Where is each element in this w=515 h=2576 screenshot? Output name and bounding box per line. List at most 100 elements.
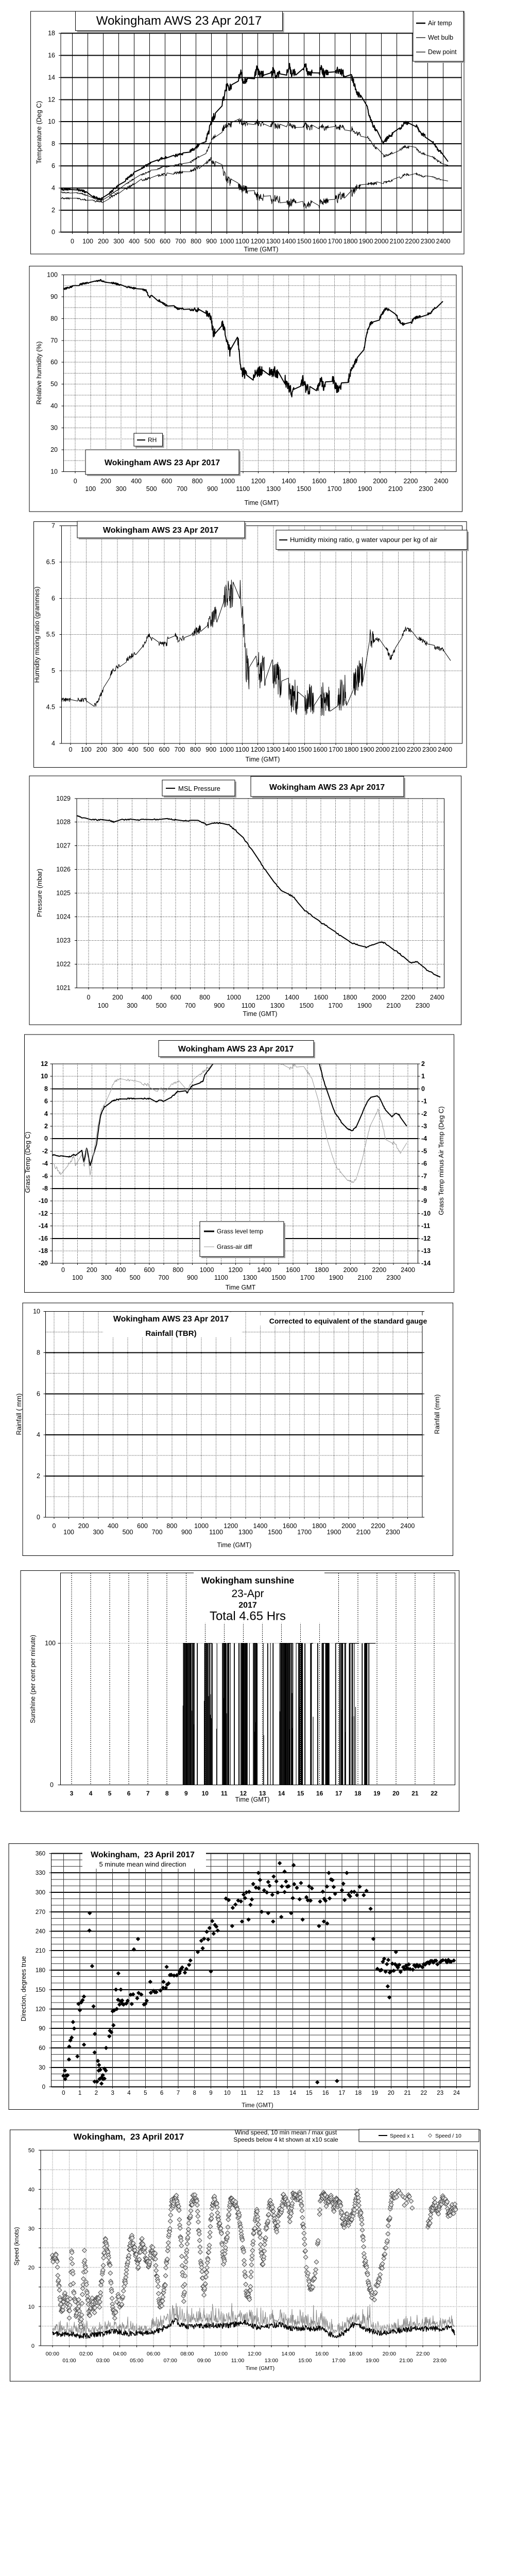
svg-text:1028: 1028 (56, 819, 71, 826)
svg-text:400: 400 (108, 1522, 118, 1530)
svg-text:2300: 2300 (419, 485, 433, 493)
svg-text:360: 360 (36, 1851, 45, 1857)
svg-text:400: 400 (115, 1266, 126, 1274)
svg-text:1600: 1600 (314, 994, 328, 1001)
svg-text:0: 0 (50, 1782, 54, 1789)
svg-text:0: 0 (37, 1514, 40, 1521)
svg-text:1400: 1400 (282, 238, 296, 245)
svg-text:500: 500 (156, 1002, 167, 1009)
svg-text:1900: 1900 (358, 485, 372, 493)
svg-text:Rainfall ( mm): Rainfall ( mm) (15, 1394, 23, 1435)
svg-text:23: 23 (437, 2090, 443, 2096)
svg-text:300: 300 (36, 1890, 45, 1896)
svg-text:500: 500 (123, 1529, 133, 1536)
svg-text:Humidity mixing ratio (grammes: Humidity mixing ratio (grammes) (33, 586, 41, 683)
svg-text:-12: -12 (421, 1235, 431, 1242)
svg-text:17: 17 (335, 1790, 342, 1797)
svg-text:Time (GMT): Time (GMT) (245, 499, 279, 506)
svg-text:22:00: 22:00 (416, 2351, 430, 2357)
svg-text:1300: 1300 (238, 1529, 253, 1536)
svg-text:Relative humidity (%): Relative humidity (%) (35, 342, 43, 405)
svg-text:07:00: 07:00 (164, 2358, 177, 2364)
svg-text:4: 4 (127, 2090, 131, 2096)
svg-text:4.5: 4.5 (46, 704, 55, 711)
svg-text:1300: 1300 (243, 1274, 257, 1281)
svg-text:8: 8 (165, 1790, 169, 1797)
svg-text:19: 19 (371, 2090, 378, 2096)
svg-text:2000: 2000 (341, 1522, 356, 1530)
svg-text:1100: 1100 (209, 1529, 223, 1536)
svg-text:1500: 1500 (299, 1002, 314, 1009)
svg-text:-1: -1 (421, 1098, 427, 1105)
svg-text:2: 2 (44, 1123, 48, 1130)
svg-text:2400: 2400 (438, 746, 452, 753)
svg-text:0: 0 (71, 238, 74, 245)
svg-text:2100: 2100 (386, 1002, 401, 1009)
svg-text:600: 600 (170, 994, 181, 1001)
svg-text:-20: -20 (39, 1260, 48, 1267)
svg-text:300: 300 (116, 485, 127, 493)
svg-text:600: 600 (159, 746, 169, 753)
svg-text:15: 15 (306, 2090, 313, 2096)
svg-text:2200: 2200 (401, 994, 415, 1001)
svg-text:10:00: 10:00 (214, 2351, 228, 2357)
svg-text:8: 8 (44, 1085, 48, 1092)
svg-text:1700: 1700 (328, 1002, 342, 1009)
svg-text:-5: -5 (421, 1147, 427, 1155)
svg-text:4: 4 (89, 1790, 93, 1797)
svg-text:1400: 1400 (253, 1522, 267, 1530)
svg-text:5 minute mean wind direction: 5 minute mean wind direction (99, 1860, 186, 1868)
svg-text:Time (GMT): Time (GMT) (246, 2365, 274, 2371)
svg-text:-16: -16 (39, 1235, 48, 1242)
svg-text:Time (GMT): Time (GMT) (235, 1796, 270, 1803)
svg-text:MSL Pressure: MSL Pressure (178, 785, 220, 792)
svg-text:-2: -2 (421, 1110, 427, 1117)
svg-text:24: 24 (453, 2090, 460, 2096)
svg-text:1300: 1300 (266, 238, 281, 245)
svg-text:2000: 2000 (375, 746, 390, 753)
svg-text:300: 300 (127, 1002, 138, 1009)
svg-text:18: 18 (354, 1790, 362, 1797)
svg-text:800: 800 (190, 746, 201, 753)
svg-text:10: 10 (33, 1308, 40, 1315)
svg-text:200: 200 (98, 238, 109, 245)
svg-text:1000: 1000 (200, 1266, 214, 1274)
svg-text:2300: 2300 (386, 1529, 400, 1536)
svg-text:16: 16 (322, 2090, 329, 2096)
svg-text:14: 14 (48, 74, 55, 81)
svg-text:Wokingham sunshine: Wokingham sunshine (201, 1575, 295, 1586)
svg-text:0: 0 (74, 478, 77, 485)
svg-text:-8: -8 (421, 1185, 427, 1192)
svg-text:2200: 2200 (403, 478, 418, 485)
svg-text:1900: 1900 (357, 1002, 372, 1009)
svg-text:Wokingham AWS 23 Apr 2017: Wokingham AWS 23 Apr 2017 (103, 526, 218, 535)
svg-text:Speed x 1: Speed x 1 (390, 2133, 414, 2139)
svg-text:2400: 2400 (400, 1522, 415, 1530)
svg-text:200: 200 (112, 994, 123, 1001)
svg-text:2400: 2400 (401, 1266, 415, 1274)
svg-text:1600: 1600 (286, 1266, 300, 1274)
svg-text:1100: 1100 (235, 238, 249, 245)
svg-text:1200: 1200 (251, 238, 265, 245)
svg-text:18:00: 18:00 (349, 2351, 362, 2357)
svg-text:23-Apr: 23-Apr (231, 1588, 264, 1600)
svg-text:2200: 2200 (371, 1522, 385, 1530)
svg-text:900: 900 (187, 1274, 198, 1281)
svg-text:Temperature (Deg C): Temperature (Deg C) (35, 101, 43, 164)
svg-text:300: 300 (93, 1529, 104, 1536)
svg-text:10: 10 (50, 468, 58, 475)
svg-text:1800: 1800 (344, 746, 358, 753)
svg-text:3: 3 (111, 2090, 114, 2096)
svg-text:1000: 1000 (219, 746, 234, 753)
svg-text:17:00: 17:00 (332, 2358, 346, 2364)
svg-text:700: 700 (175, 238, 186, 245)
svg-text:400: 400 (131, 478, 142, 485)
svg-text:4: 4 (52, 184, 55, 192)
svg-text:500: 500 (130, 1274, 141, 1281)
svg-text:2200: 2200 (407, 746, 421, 753)
svg-text:2400: 2400 (434, 478, 449, 485)
svg-text:50: 50 (50, 381, 58, 388)
svg-text:50: 50 (28, 2148, 35, 2154)
svg-text:12: 12 (41, 1060, 48, 1067)
svg-text:100: 100 (85, 485, 96, 493)
